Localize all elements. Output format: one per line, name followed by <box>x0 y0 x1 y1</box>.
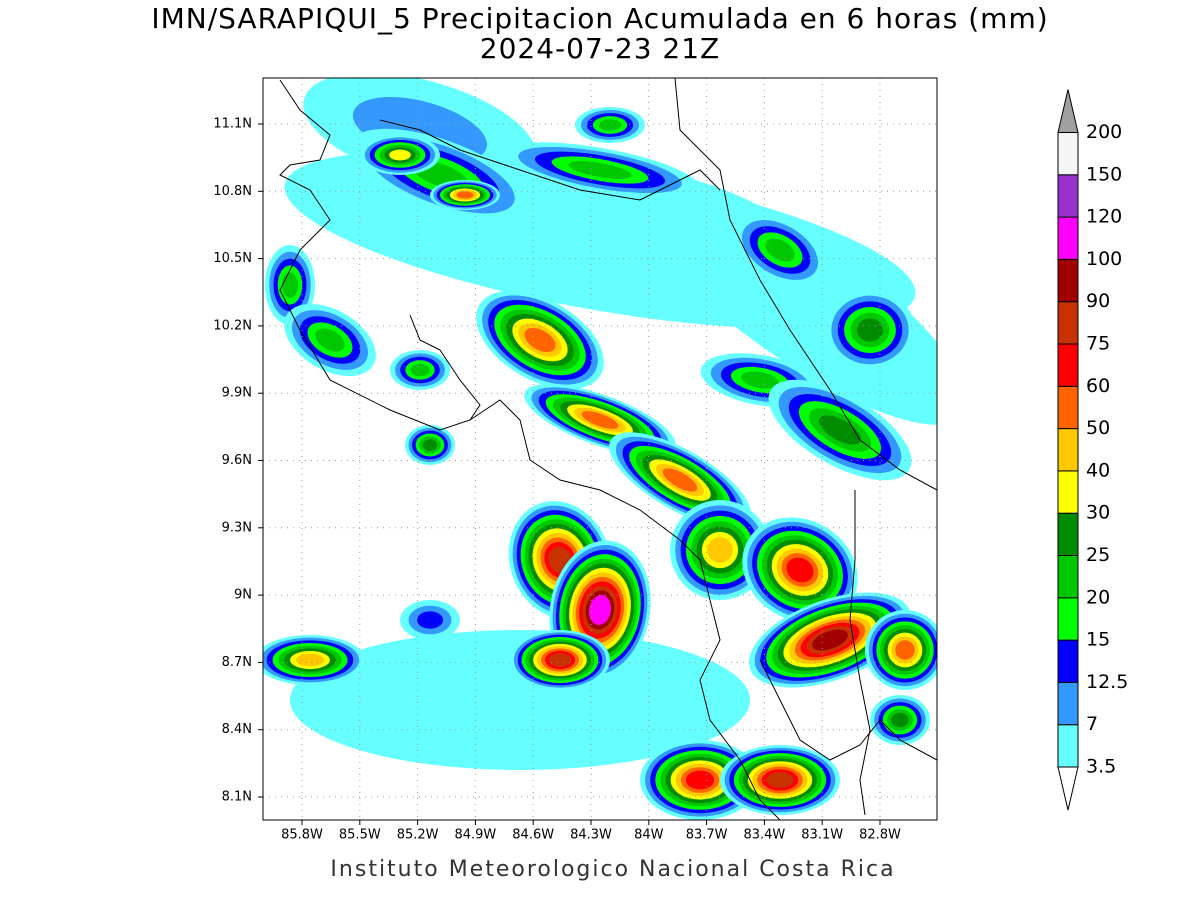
colorbar-label: 40 <box>1086 459 1110 481</box>
lat-label: 8.1N <box>222 790 252 805</box>
rain-contour <box>389 149 411 161</box>
rain-contour <box>812 629 848 651</box>
lat-label: 9N <box>234 588 252 603</box>
lon-label: 83.7W <box>686 828 728 843</box>
rain-contour <box>765 238 795 262</box>
colorbar-label: 15 <box>1086 629 1110 651</box>
colorbar-label: 12.5 <box>1086 671 1128 693</box>
lat-label: 8.7N <box>222 655 252 670</box>
rain-contour <box>410 363 430 377</box>
colorbar-label: 30 <box>1086 502 1110 524</box>
colorbar-label: 50 <box>1086 417 1110 439</box>
lon-label: 85.5W <box>339 828 381 843</box>
colorbar-box <box>1057 428 1079 472</box>
colorbar-label: 200 <box>1086 121 1122 143</box>
rain-contour <box>891 712 909 728</box>
colorbar-label: 60 <box>1086 375 1110 397</box>
colorbar-label: 25 <box>1086 544 1110 566</box>
colorbar-box <box>1057 555 1079 599</box>
rain-contour <box>786 557 814 583</box>
rain-contour <box>548 653 572 667</box>
lon-label: 83.1W <box>801 828 843 843</box>
colorbar-box <box>1057 724 1079 768</box>
coastlines <box>279 78 937 820</box>
colorbar-label: 20 <box>1086 586 1110 608</box>
subtitle: 2024-07-23 21Z <box>480 32 720 65</box>
lat-label: 10.8N <box>213 184 252 199</box>
rain-contour <box>662 468 698 492</box>
rain-contour <box>581 411 619 429</box>
colorbar-label: 3.5 <box>1086 756 1116 778</box>
rain-contour <box>568 161 632 179</box>
colorbar: 3.5 7 12.5 15 20 25 30 40 50 60 75 90 100 120 150 200 <box>1057 89 1128 811</box>
rain-contour <box>315 328 345 352</box>
colorbar-label: 75 <box>1086 333 1110 355</box>
colorbar-box <box>1057 385 1079 430</box>
colorbar-box <box>1057 343 1079 387</box>
colorbar-box <box>1057 258 1079 303</box>
grid <box>263 78 937 820</box>
title: IMN/SARAPIQUI_5 Precipitacion Acumulada … <box>151 2 1048 35</box>
lat-label: 9.9N <box>222 386 252 401</box>
colorbar-label: 90 <box>1086 290 1110 312</box>
rain-contour <box>589 595 611 625</box>
axis-labels: 8.1N 8.4N 8.7N 9N 9.3N 9.6N 9.9N 10.2N 10.5N 10.8… <box>213 117 901 843</box>
rain-contour <box>422 439 438 451</box>
border <box>849 490 871 816</box>
colorbar-box <box>1057 639 1079 683</box>
coastline <box>279 79 481 431</box>
lon-label: 84W <box>634 828 664 843</box>
rain-contour <box>282 272 298 298</box>
coastline <box>759 659 937 761</box>
lat-label: 8.4N <box>222 722 252 737</box>
coastline <box>674 78 937 491</box>
lat-label: 10.5N <box>213 251 252 266</box>
colorbar-box <box>1057 216 1079 260</box>
coastline <box>469 399 781 820</box>
lat-label: 9.3N <box>222 520 252 535</box>
colorbar-label: 150 <box>1086 163 1122 185</box>
colorbar-box <box>1057 597 1079 641</box>
rain-contour <box>819 415 861 445</box>
rain-contour <box>598 119 622 131</box>
colorbar-box <box>1057 470 1079 514</box>
colorbar-label: 100 <box>1086 248 1122 270</box>
lat-label: 10.2N <box>213 318 252 333</box>
rain-contour <box>895 640 915 660</box>
footer: Instituto Meteorologico Nacional Costa R… <box>330 857 895 882</box>
rain-contour <box>685 770 715 790</box>
colorbar-label: 120 <box>1086 206 1122 228</box>
border <box>379 119 721 201</box>
rain-contour <box>295 653 325 667</box>
lon-label: 84.6W <box>512 828 554 843</box>
colorbar-box <box>1057 301 1079 345</box>
plot-frame <box>262 77 938 821</box>
lon-label: 84.9W <box>454 828 496 843</box>
colorbar-box <box>1057 174 1079 218</box>
colorbar-under <box>1057 766 1079 811</box>
colorbar-label: 7 <box>1086 713 1098 735</box>
rain-contour <box>524 327 556 353</box>
rain-contour <box>766 772 794 788</box>
lon-label: 85.2W <box>397 828 439 843</box>
colorbar-box <box>1057 132 1079 176</box>
lat-label: 9.6N <box>222 453 252 468</box>
colorbar-box <box>1057 512 1079 557</box>
lon-label: 82.8W <box>859 828 901 843</box>
colorbar-box <box>1057 681 1079 726</box>
colorbar-over <box>1057 89 1079 133</box>
lon-label: 84.3W <box>570 828 612 843</box>
rain-contour <box>417 611 443 629</box>
lon-label: 85.8W <box>281 828 323 843</box>
rain-contour <box>456 191 474 199</box>
lon-label: 83.4W <box>743 828 785 843</box>
rain-contour <box>707 537 733 563</box>
rain-contour <box>290 630 750 770</box>
precipitation-field <box>263 78 937 820</box>
rain-contour <box>856 318 884 342</box>
lat-label: 11.1N <box>213 117 252 132</box>
rain-contour <box>741 371 779 389</box>
